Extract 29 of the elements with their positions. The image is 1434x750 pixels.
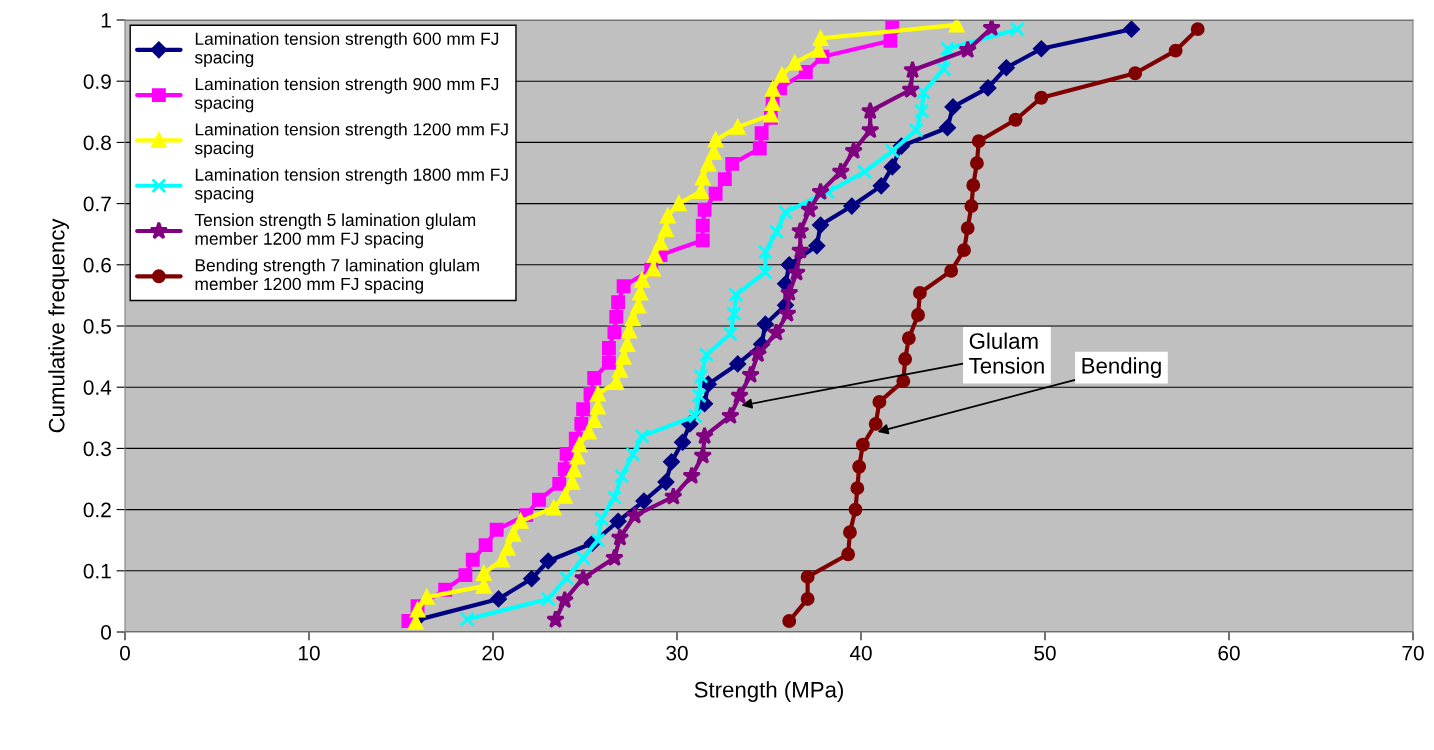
x-tick-label: 50	[1034, 645, 1056, 661]
x-tick-label: 20	[482, 645, 504, 661]
x-tick-label: 0	[120, 645, 130, 661]
y-tick-label: 0.9	[83, 74, 111, 89]
x-tick-label: 10	[299, 645, 320, 661]
y-tick-label: 0.8	[83, 135, 111, 151]
x-tick-label: 60	[1218, 645, 1240, 661]
x-axis-title: Strength (MPa)	[694, 681, 843, 702]
y-tick-label: 0.2	[83, 502, 111, 518]
annotation: Glulam Tension	[969, 332, 1044, 374]
annotation: Bending	[1082, 357, 1161, 379]
y-tick-label: 0	[101, 625, 111, 640]
y-tick-label: 0.4	[83, 380, 112, 395]
legend-label: Lamination tension strength 1800 mm FJ spacing	[194, 168, 508, 203]
legend-label: Lamination tension strength 900 mm FJ spacing	[194, 77, 499, 113]
y-tick-label: 0.7	[83, 196, 111, 212]
y-tick-label: 0.3	[83, 441, 111, 457]
legend-label: Bending strength 7 lamination glulam member 1200 mm FJ spacing	[195, 258, 479, 294]
legend-label: Lamination tension strength 600 mm FJ spacing	[194, 32, 499, 68]
legend-label: Tension strength 5 lamination glulam member 1200 mm FJ spacing	[194, 213, 476, 249]
y-tick-label: 0.1	[83, 563, 111, 579]
x-tick-label: 30	[666, 645, 688, 661]
x-tick-label: 40	[849, 645, 872, 661]
y-tick-label: 0.6	[83, 257, 111, 273]
x-tick-label: 70	[1402, 645, 1424, 661]
y-tick-label: 0.5	[83, 319, 111, 334]
y-tick-label: 1	[101, 13, 111, 28]
y-axis-title: Cumulative frequency	[48, 218, 69, 433]
legend-label: Lamination tension strength 1200 mm FJ spacing	[194, 122, 508, 158]
